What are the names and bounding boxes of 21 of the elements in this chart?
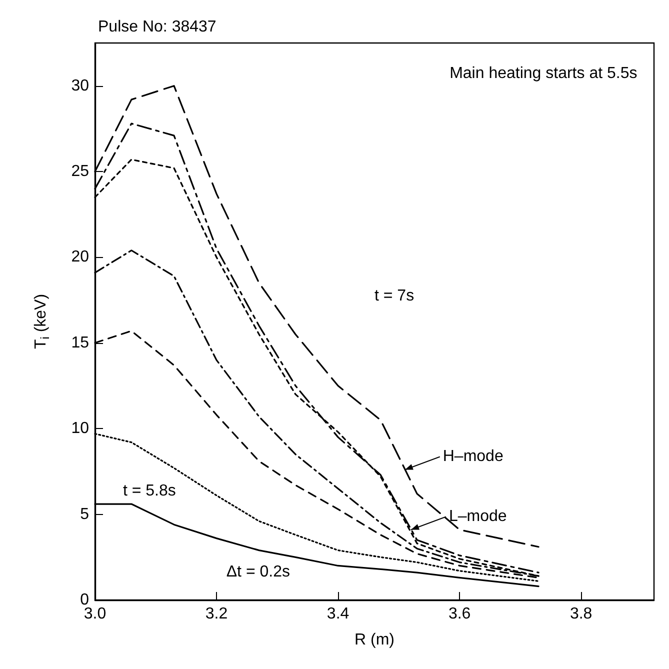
x-tick-label: 3.0 [84, 606, 106, 622]
annotation: L–mode [448, 508, 507, 526]
y-tick-label: 10 [71, 420, 90, 438]
x-tick-label: 3.2 [205, 606, 228, 622]
annotation: Δt = 0.2s [226, 563, 290, 580]
annotation: Main heating starts at 5.5s [450, 64, 638, 82]
x-tick-label: 3.6 [448, 606, 471, 622]
annotation: t = 7s [374, 288, 414, 305]
x-tick-label: 3.8 [570, 606, 592, 622]
annotation: t = 5.8s [122, 482, 176, 500]
x-axis-title: R (m) [354, 632, 394, 648]
y-tick-label: 25 [71, 163, 90, 180]
chart-title: Pulse No: 38437 [98, 18, 216, 36]
y-tick-label: 15 [71, 334, 90, 352]
x-tick-label: 3.4 [326, 606, 350, 622]
y-axis-title: Ti (keV) [32, 294, 52, 350]
y-tick-label: 20 [71, 248, 90, 266]
y-tick-label: 30 [71, 77, 90, 94]
annotation: H–mode [442, 448, 504, 466]
y-tick-label: 5 [80, 506, 90, 523]
y-tick-label: 0 [80, 592, 90, 608]
